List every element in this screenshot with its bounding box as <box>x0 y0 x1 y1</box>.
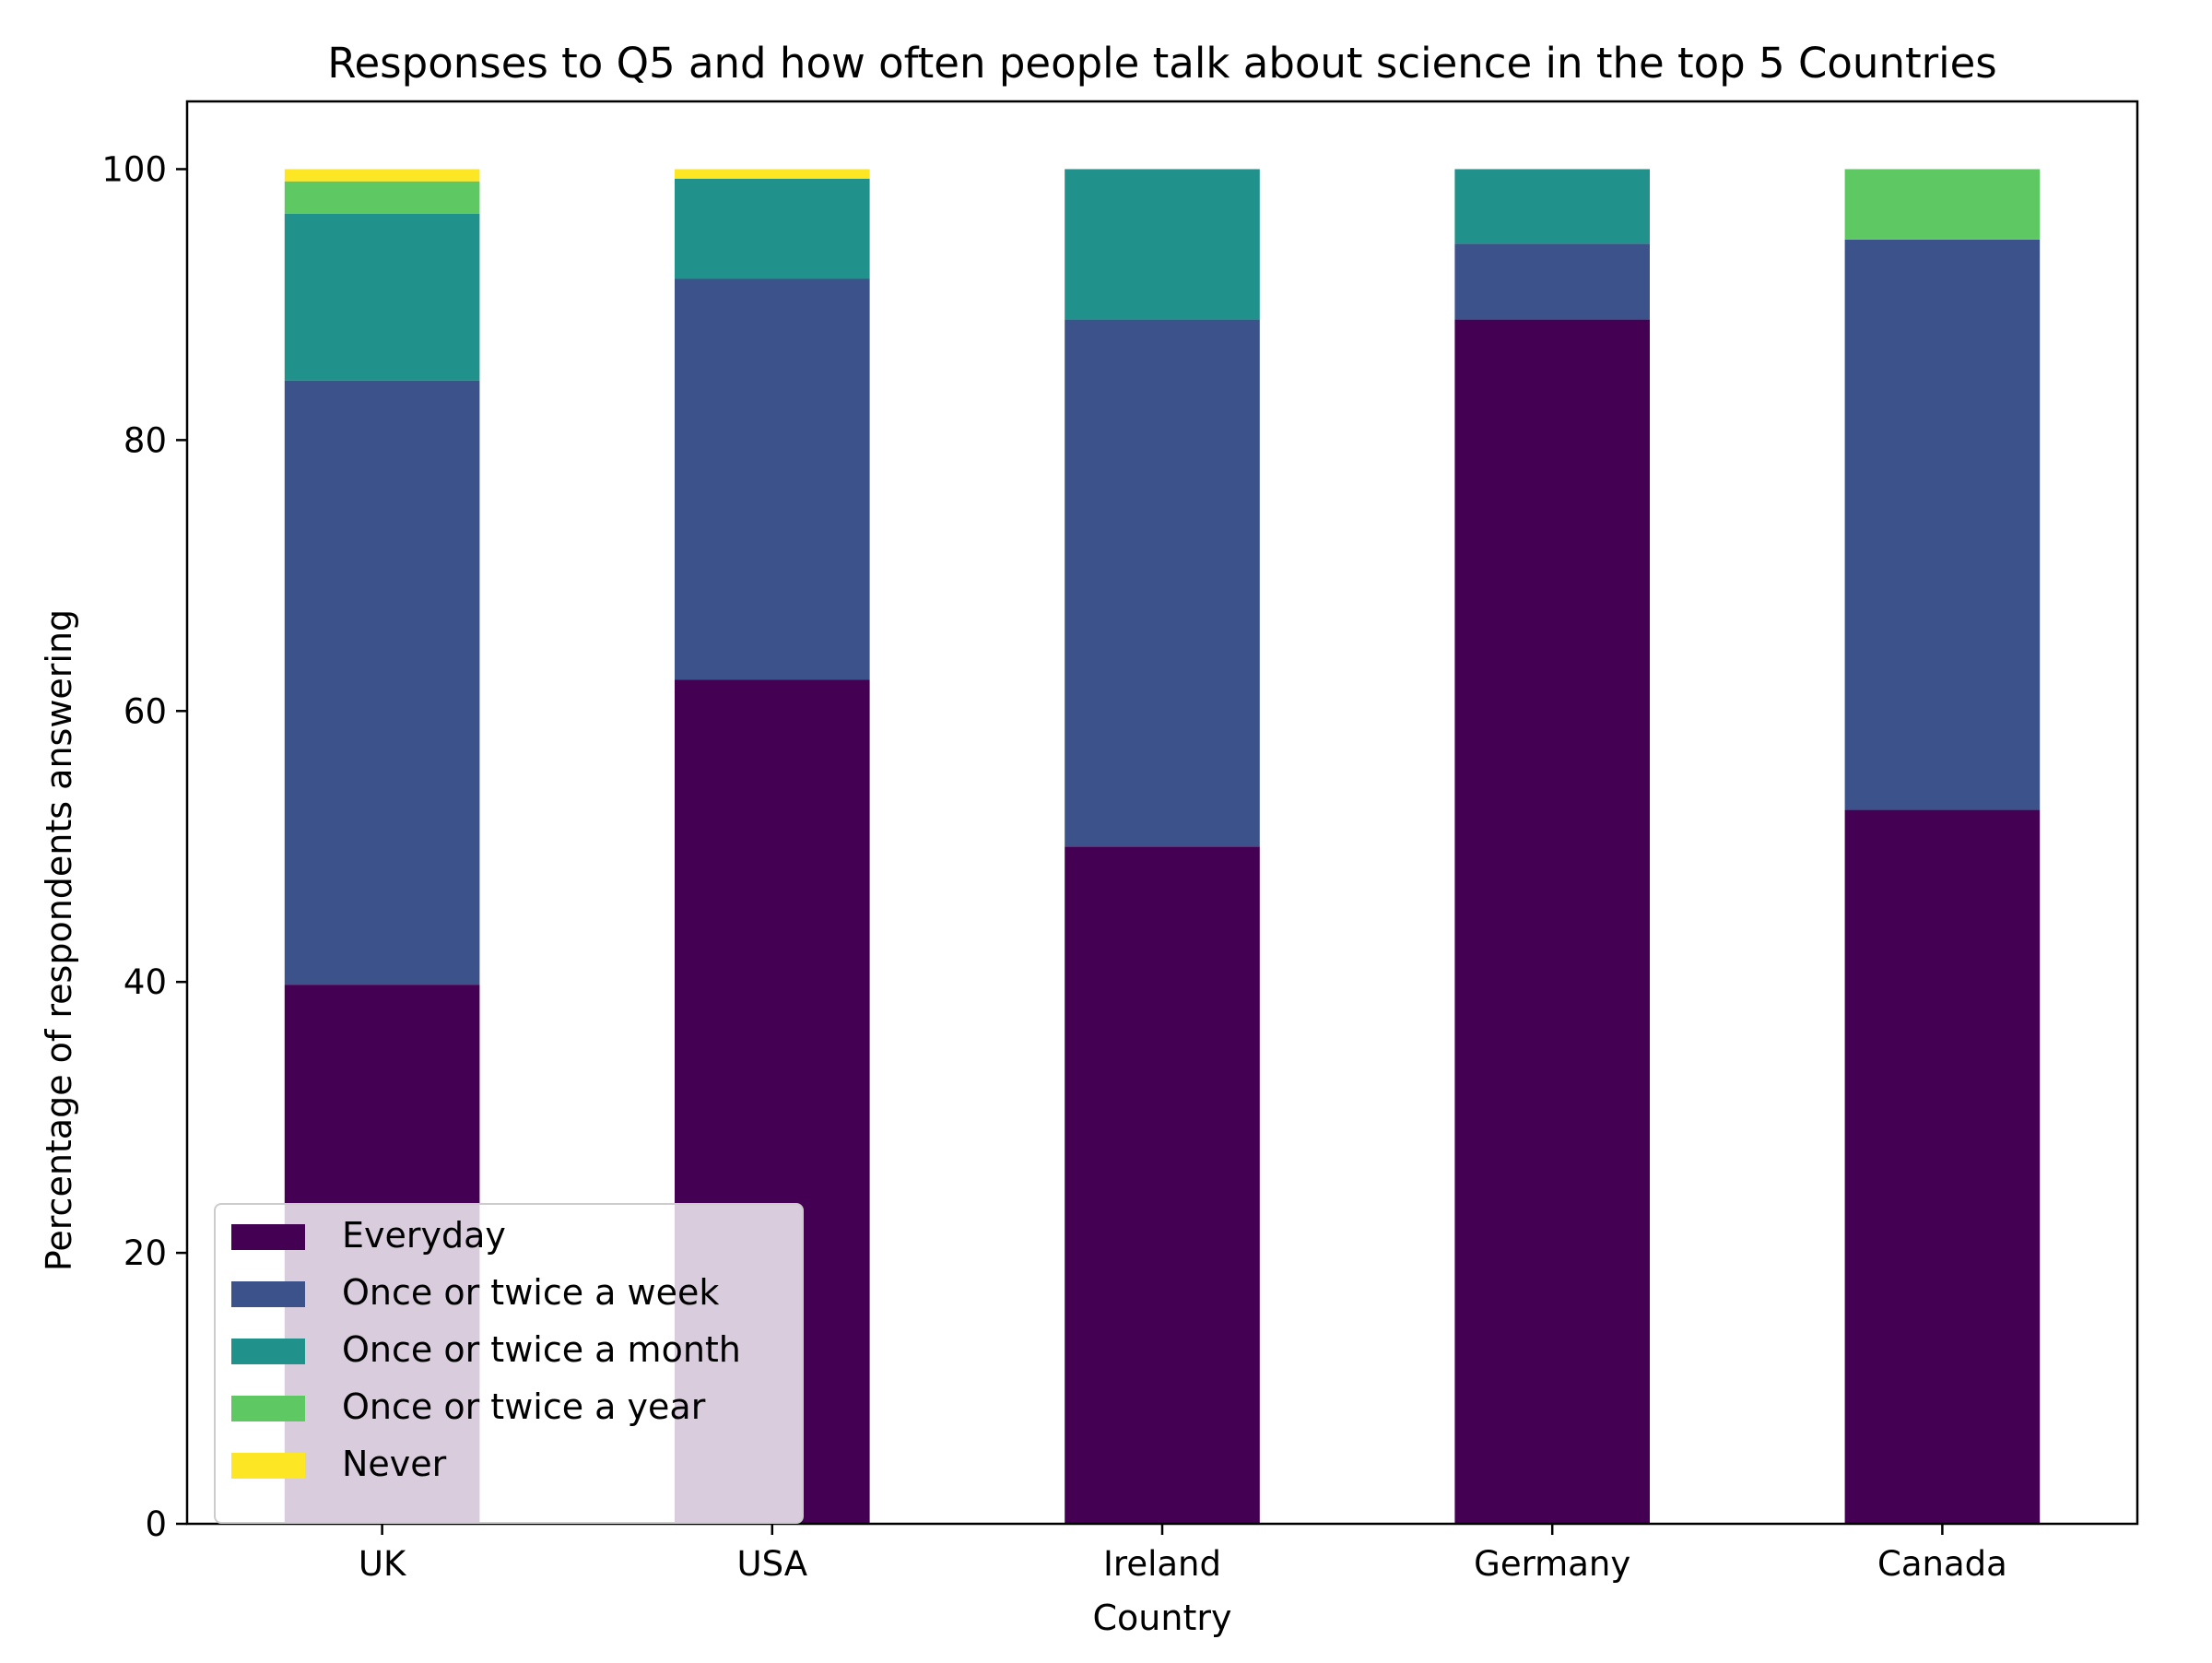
bar-canada-series-3 <box>1844 169 2041 240</box>
x-tick-label-ireland: Ireland <box>1103 1544 1221 1584</box>
bar-canada-series-1 <box>1844 239 2041 810</box>
y-tick-label: 0 <box>145 1504 167 1544</box>
legend: Everyday Once or twice a week Once or twic… <box>214 1203 804 1524</box>
bar-germany-series-2 <box>1454 169 1650 244</box>
x-axis: UK USA Ireland Germany Canada <box>359 1524 2007 1584</box>
legend-swatch-3 <box>231 1396 305 1421</box>
legend-entry-2: Once or twice a month <box>342 1329 741 1370</box>
y-axis-label: Percentage of respondents answering <box>39 609 79 1271</box>
bar-germany-series-0 <box>1454 319 1650 1525</box>
x-tick-label-canada: Canada <box>1877 1544 2007 1584</box>
x-tick-label-germany: Germany <box>1474 1544 1630 1584</box>
bar-usa-series-2 <box>675 178 870 279</box>
y-tick-label: 40 <box>124 962 167 1002</box>
x-tick-label-usa: USA <box>737 1544 808 1584</box>
bar-usa-series-1 <box>675 278 870 680</box>
bar-ireland-series-2 <box>1065 169 1260 320</box>
y-tick-label: 20 <box>124 1233 167 1273</box>
y-tick-label: 60 <box>124 691 167 731</box>
bar-germany-series-1 <box>1454 243 1650 320</box>
bar-usa-series-4 <box>675 169 870 179</box>
x-axis-label: Country <box>1093 1598 1232 1638</box>
legend-entry-1: Once or twice a week <box>342 1272 719 1313</box>
chart-title: Responses to Q5 and how often people tal… <box>327 39 1997 88</box>
bar-ireland-series-0 <box>1065 846 1260 1524</box>
legend-swatch-1 <box>231 1281 305 1307</box>
legend-entry-3: Once or twice a year <box>342 1386 706 1427</box>
legend-entry-4: Never <box>342 1444 447 1484</box>
legend-entry-0: Everyday <box>342 1215 506 1256</box>
y-tick-label: 100 <box>101 149 167 189</box>
legend-frame <box>214 1203 804 1524</box>
legend-swatch-4 <box>231 1453 305 1479</box>
bar-uk-series-2 <box>284 213 480 381</box>
bar-uk-series-4 <box>284 169 480 182</box>
x-tick-label-uk: UK <box>359 1544 407 1584</box>
legend-swatch-2 <box>231 1339 305 1364</box>
y-tick-label: 80 <box>124 420 167 460</box>
bars-layer <box>284 169 2041 1525</box>
bar-uk-series-3 <box>284 181 480 214</box>
legend-swatch-0 <box>231 1224 305 1250</box>
bar-ireland-series-1 <box>1065 319 1260 847</box>
bar-canada-series-0 <box>1844 809 2041 1524</box>
y-axis: 0 20 40 60 80 100 <box>101 149 187 1544</box>
bar-uk-series-1 <box>284 380 480 985</box>
